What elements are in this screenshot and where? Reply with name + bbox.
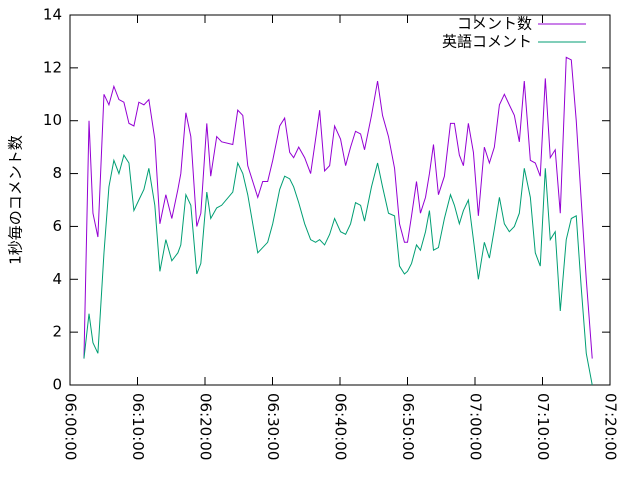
data-line — [83, 153, 593, 386]
y-axis-label: 1秒毎のコメント数 — [7, 135, 25, 265]
data-line — [83, 56, 593, 359]
x-tick-label: 06:30:00 — [264, 393, 282, 460]
y-tick-label: 2 — [52, 323, 62, 341]
legend-label: コメント数 — [457, 15, 532, 33]
x-tick-label: 06:10:00 — [129, 393, 147, 460]
y-tick-label: 0 — [52, 376, 62, 394]
y-tick-label: 14 — [43, 6, 62, 24]
y-tick-label: 12 — [43, 58, 62, 76]
y-tick-label: 8 — [52, 164, 62, 182]
x-tick-label: 07:20:00 — [602, 393, 620, 460]
x-tick-label: 06:40:00 — [332, 393, 350, 460]
x-tick-label: 07:00:00 — [467, 393, 485, 460]
x-tick-label: 06:00:00 — [62, 393, 80, 460]
x-tick-label: 07:10:00 — [534, 393, 552, 460]
x-tick-label: 06:50:00 — [399, 393, 417, 460]
plot-frame — [69, 14, 611, 386]
y-tick-label: 6 — [52, 217, 62, 235]
x-tick-label: 06:20:00 — [197, 393, 215, 460]
y-tick-label: 10 — [43, 111, 62, 129]
y-tick-label: 4 — [52, 270, 62, 288]
legend-label: 英語コメント — [442, 33, 532, 51]
